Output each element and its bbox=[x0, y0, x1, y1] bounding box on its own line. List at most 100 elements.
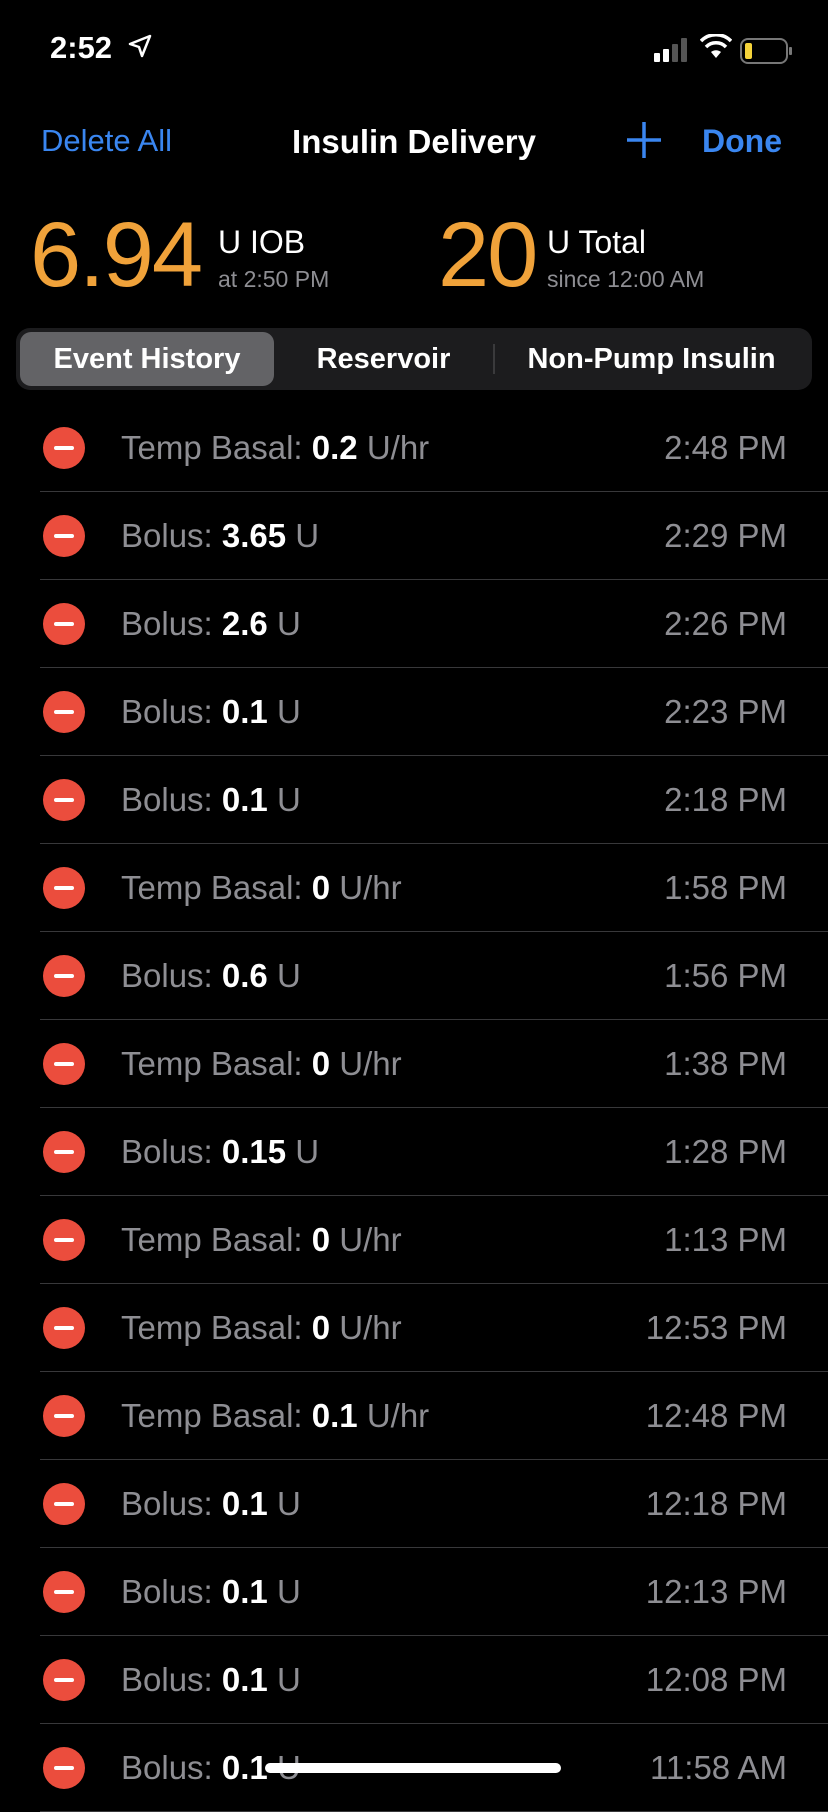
delete-circle-icon[interactable] bbox=[43, 779, 85, 821]
event-row[interactable]: Bolus: 3.65 U 2:29 PM bbox=[0, 492, 828, 580]
event-time: 1:56 PM bbox=[664, 957, 787, 994]
event-row[interactable]: Temp Basal: 0.1 U/hr 12:48 PM bbox=[0, 1372, 828, 1460]
event-type: Bolus: bbox=[121, 517, 213, 554]
event-label: Temp Basal: 0 U/hr bbox=[121, 1221, 402, 1259]
tab-non-pump-insulin[interactable]: Non-Pump Insulin bbox=[527, 343, 776, 375]
event-time: 1:38 PM bbox=[664, 1045, 787, 1082]
event-amount: 3.65 bbox=[221, 517, 287, 554]
event-row[interactable]: Bolus: 0.1 U 2:18 PM bbox=[0, 756, 828, 844]
event-label: Temp Basal: 0.1 U/hr bbox=[121, 1397, 429, 1435]
delete-circle-icon[interactable] bbox=[43, 1395, 85, 1437]
event-type: Bolus: bbox=[121, 1661, 213, 1698]
event-type: Temp Basal: bbox=[121, 869, 303, 906]
event-type: Bolus: bbox=[121, 1573, 213, 1610]
event-time: 1:58 PM bbox=[664, 869, 787, 906]
event-type: Bolus: bbox=[121, 693, 213, 730]
delete-circle-icon[interactable] bbox=[43, 691, 85, 733]
delete-circle-icon[interactable] bbox=[43, 1747, 85, 1789]
delete-circle-icon[interactable] bbox=[43, 427, 85, 469]
event-label: Bolus: 0.1 U bbox=[121, 781, 301, 819]
row-separator bbox=[40, 1283, 828, 1284]
row-separator bbox=[40, 931, 828, 932]
home-indicator[interactable] bbox=[265, 1763, 561, 1773]
event-amount: 0.1 bbox=[221, 1485, 268, 1522]
status-time: 2:52 bbox=[50, 30, 113, 65]
delete-circle-icon[interactable] bbox=[43, 1659, 85, 1701]
delete-circle-icon[interactable] bbox=[43, 1307, 85, 1349]
event-row[interactable]: Bolus: 0.1 U 11:58 AM bbox=[0, 1724, 828, 1812]
delete-all-button[interactable]: Delete All bbox=[41, 123, 172, 158]
event-amount: 0.1 bbox=[221, 1573, 268, 1610]
event-row[interactable]: Bolus: 0.1 U 12:08 PM bbox=[0, 1636, 828, 1724]
event-unit: U/hr bbox=[366, 1397, 430, 1434]
event-amount: 0.2 bbox=[311, 429, 358, 466]
event-unit: U bbox=[295, 517, 320, 554]
delete-circle-icon[interactable] bbox=[43, 867, 85, 909]
row-separator bbox=[40, 1019, 828, 1020]
done-button[interactable]: Done bbox=[702, 123, 782, 159]
event-unit: U/hr bbox=[339, 1309, 402, 1346]
iob-unit: U IOB bbox=[218, 224, 306, 260]
delete-circle-icon[interactable] bbox=[43, 955, 85, 997]
row-separator bbox=[40, 667, 828, 668]
event-unit: U bbox=[276, 605, 301, 642]
total-value: 20 bbox=[438, 204, 538, 306]
delete-circle-icon[interactable] bbox=[43, 1043, 85, 1085]
delete-circle-icon[interactable] bbox=[43, 1131, 85, 1173]
event-label: Bolus: 2.6 U bbox=[121, 605, 301, 643]
event-unit: U bbox=[295, 1133, 320, 1170]
row-separator bbox=[40, 1195, 828, 1196]
iob-time: at 2:50 PM bbox=[218, 266, 330, 292]
row-separator bbox=[40, 1547, 828, 1548]
event-row[interactable]: Bolus: 0.6 U 1:56 PM bbox=[0, 932, 828, 1020]
event-type: Bolus: bbox=[121, 1133, 213, 1170]
event-row[interactable]: Bolus: 0.1 U 12:18 PM bbox=[0, 1460, 828, 1548]
event-label: Temp Basal: 0.2 U/hr bbox=[121, 429, 429, 467]
row-separator bbox=[40, 491, 828, 492]
event-amount: 0.15 bbox=[221, 1133, 287, 1170]
delete-circle-icon[interactable] bbox=[43, 1219, 85, 1261]
row-separator bbox=[40, 1371, 828, 1372]
event-row[interactable]: Temp Basal: 0 U/hr 1:58 PM bbox=[0, 844, 828, 932]
event-row[interactable]: Temp Basal: 0 U/hr 1:38 PM bbox=[0, 1020, 828, 1108]
event-row[interactable]: Bolus: 2.6 U 2:26 PM bbox=[0, 580, 828, 668]
event-unit: U bbox=[276, 693, 301, 730]
delete-circle-icon[interactable] bbox=[43, 603, 85, 645]
event-time: 12:13 PM bbox=[645, 1573, 787, 1610]
event-time: 2:18 PM bbox=[664, 781, 787, 818]
tab-event-history[interactable]: Event History bbox=[53, 343, 241, 375]
row-separator bbox=[40, 1459, 828, 1460]
plus-icon[interactable] bbox=[625, 118, 663, 162]
event-time: 12:48 PM bbox=[645, 1397, 787, 1434]
event-label: Bolus: 0.1 U bbox=[121, 1573, 301, 1611]
event-unit: U/hr bbox=[366, 429, 430, 466]
event-label: Bolus: 0.1 U bbox=[121, 1661, 301, 1699]
row-separator bbox=[40, 1723, 828, 1724]
event-list: Temp Basal: 0.2 U/hr 2:48 PM Bolus: 3.65 U… bbox=[0, 404, 828, 1812]
event-amount: 0.1 bbox=[221, 1661, 268, 1698]
total-since: since 12:00 AM bbox=[547, 266, 705, 292]
event-type: Bolus: bbox=[121, 1485, 213, 1522]
delete-circle-icon[interactable] bbox=[43, 1483, 85, 1525]
event-row[interactable]: Temp Basal: 0.2 U/hr 2:48 PM bbox=[0, 404, 828, 492]
delete-circle-icon[interactable] bbox=[43, 1571, 85, 1613]
event-label: Temp Basal: 0 U/hr bbox=[121, 1045, 402, 1083]
event-unit: U bbox=[276, 1573, 301, 1610]
event-row[interactable]: Temp Basal: 0 U/hr 1:13 PM bbox=[0, 1196, 828, 1284]
event-row[interactable]: Temp Basal: 0 U/hr 12:53 PM bbox=[0, 1284, 828, 1372]
event-label: Bolus: 0.15 U bbox=[121, 1133, 319, 1171]
event-row[interactable]: Bolus: 0.1 U 2:23 PM bbox=[0, 668, 828, 756]
delete-circle-icon[interactable] bbox=[43, 515, 85, 557]
event-amount: 0.1 bbox=[311, 1397, 358, 1434]
row-separator bbox=[40, 843, 828, 844]
event-type: Bolus: bbox=[121, 1749, 213, 1786]
event-amount: 0 bbox=[311, 1045, 331, 1082]
status-bar: 2:52 bbox=[0, 0, 828, 100]
row-separator bbox=[40, 755, 828, 756]
tab-reservoir[interactable]: Reservoir bbox=[316, 343, 451, 375]
event-row[interactable]: Bolus: 0.1 U 12:13 PM bbox=[0, 1548, 828, 1636]
event-amount: 0.1 bbox=[221, 693, 268, 730]
battery-low-icon bbox=[740, 38, 792, 64]
event-label: Bolus: 3.65 U bbox=[121, 517, 319, 555]
event-row[interactable]: Bolus: 0.15 U 1:28 PM bbox=[0, 1108, 828, 1196]
